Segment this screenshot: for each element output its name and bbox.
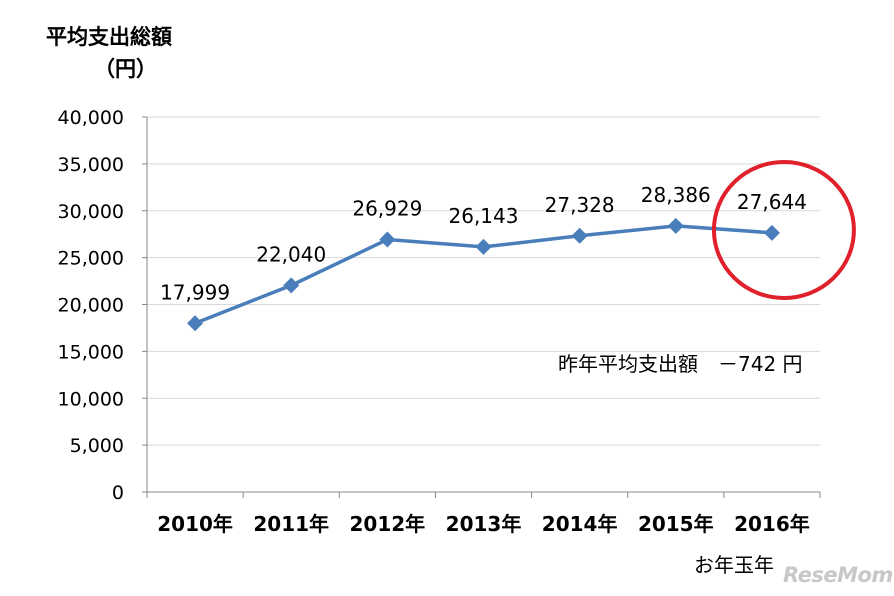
y-tick-label: 35,000 [58, 154, 124, 176]
y-tick-label: 25,000 [58, 248, 124, 270]
x-tick-labels: 2010年 2011年 2012年 2013年 2014年 2015年 2016年 [157, 512, 810, 536]
data-point-marker [571, 227, 588, 244]
data-point-marker [379, 231, 396, 248]
x-tick-label: 2015年 [638, 512, 714, 536]
axes [142, 116, 821, 498]
gridlines [147, 116, 820, 446]
data-labels: 17,999 22,040 26,929 26,143 27,328 28,386 27,6… [160, 183, 807, 304]
data-point-marker [763, 224, 780, 241]
y-axis-unit: （円） [94, 57, 157, 81]
y-tick-label: 20,000 [58, 295, 124, 317]
data-point-marker [283, 277, 300, 294]
y-tick-label: 40,000 [58, 107, 124, 129]
x-tick-label: 2012年 [350, 512, 426, 536]
data-point-marker [667, 217, 684, 234]
data-point-marker [187, 315, 204, 332]
y-tick-label: 15,000 [58, 341, 124, 363]
y-tick-labels: 0 5,000 10,000 15,000 20,000 25,000 30,000 35,0… [58, 107, 124, 504]
data-label: 22,040 [256, 242, 326, 266]
x-tick-label: 2014年 [542, 512, 618, 536]
data-label: 27,644 [737, 190, 807, 214]
data-label: 17,999 [160, 280, 230, 304]
highlight-circle-layer [711, 160, 856, 300]
difference-annotation: 昨年平均支出額 －742 円 [558, 352, 803, 376]
data-label: 27,328 [545, 193, 615, 217]
data-label: 28,386 [641, 183, 711, 207]
highlight-circle [711, 160, 856, 300]
y-tick-label: 0 [112, 482, 124, 504]
x-tick-label: 2010年 [157, 512, 233, 536]
x-tick-label: 2013年 [446, 512, 522, 536]
chart-title: 平均支出総額 [46, 25, 172, 49]
x-axis-sublabel: お年玉年 [694, 553, 774, 577]
data-label: 26,143 [449, 204, 519, 228]
x-tick-label: 2016年 [734, 512, 810, 536]
watermark-logo: ReseMom [783, 563, 893, 587]
data-series [187, 217, 780, 332]
data-label: 26,929 [352, 197, 422, 221]
data-point-marker [475, 238, 492, 255]
y-tick-label: 10,000 [58, 388, 124, 410]
x-tick-label: 2011年 [253, 512, 329, 536]
y-tick-label: 5,000 [70, 435, 124, 457]
y-tick-label: 30,000 [58, 201, 124, 223]
